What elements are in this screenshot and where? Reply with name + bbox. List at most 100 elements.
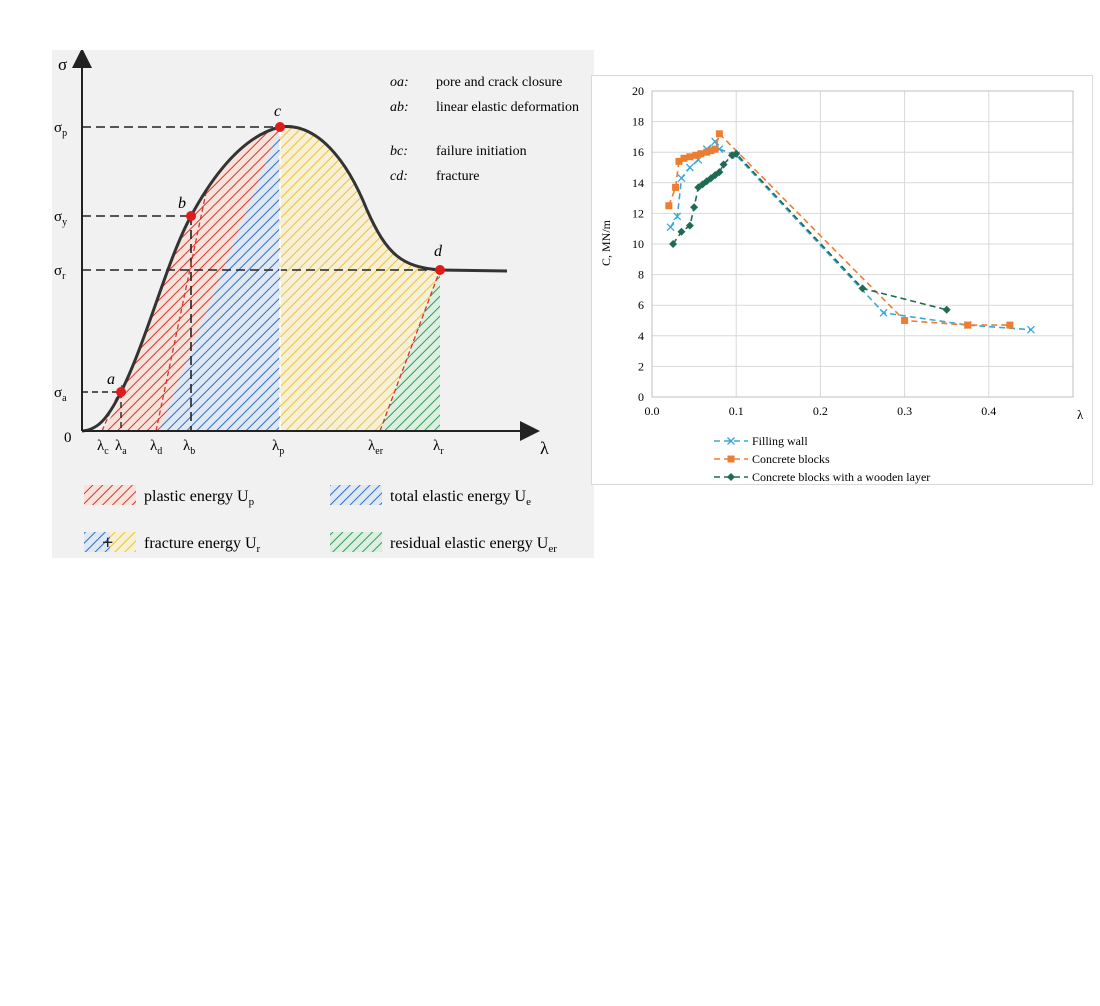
legend-label-elastic: total elastic energy Ue (390, 488, 531, 508)
x-tick-lambda-p: λp (272, 438, 284, 457)
data-point (1006, 321, 1014, 329)
y-tick-label: 4 (638, 329, 644, 343)
y-tick-label: 12 (632, 206, 644, 220)
data-point (879, 308, 888, 317)
stress-strain-energy-diagram: a b c d σ λ 0 σp σy σr σa λc λa λd λb λp… (52, 50, 594, 558)
origin-label: 0 (64, 430, 72, 446)
point-d-label: d (434, 243, 443, 260)
data-point (1026, 325, 1035, 334)
data-point (942, 305, 951, 314)
data-point (669, 240, 678, 248)
y-axis-title: C, MN/m (599, 219, 613, 266)
legend-swatch-fracture-blue (84, 532, 110, 552)
point-c-label: c (274, 103, 281, 120)
axis-layer: 0 2 4 6 8 10 12 14 16 18 20 0.0 0.1 0.2 0.3 0.4 (632, 84, 1074, 418)
stage-note-key-cd: cd: (390, 169, 408, 184)
x-tick-lambda-a: λa (115, 438, 127, 457)
point-a-label: a (107, 371, 115, 388)
data-point (719, 160, 728, 169)
x-tick-label: 0.1 (729, 404, 744, 418)
y-tick-sigma-y: σy (54, 209, 67, 228)
data-point (901, 317, 909, 324)
y-tick-label: 20 (632, 84, 644, 98)
stiffness-line-chart: 0 2 4 6 8 10 12 14 16 18 20 0.0 0.1 0.2 0.3 0.4 C, MN/m… (591, 75, 1093, 485)
y-tick-label: 10 (632, 237, 644, 251)
stage-note-text-ab: linear elastic deformation (436, 100, 579, 115)
legend-layer: Filling wall Concrete blocks Concrete bloc… (714, 434, 930, 484)
stiffness-chart-svg: 0 2 4 6 8 10 12 14 16 18 20 0.0 0.1 0.2 0.3 0.4 C, MN/m… (599, 84, 1084, 484)
data-point (675, 157, 683, 165)
x-tick-lambda-c: λc (97, 438, 109, 457)
data-point (711, 145, 719, 153)
x-axis-symbol: λ (540, 438, 549, 458)
x-tick-label: 0.0 (645, 404, 660, 418)
data-point (711, 171, 720, 180)
data-point (692, 151, 700, 159)
stage-note-text-cd: fracture (436, 169, 480, 184)
legend-swatch-elastic (330, 485, 382, 505)
legend-label-1: Concrete blocks (752, 452, 830, 466)
data-point (666, 223, 675, 232)
y-tick-label: 6 (638, 298, 644, 312)
y-tick-sigma-r: σr (54, 263, 66, 282)
legend-swatch-fracture-yellow (110, 532, 136, 552)
unload-line-d (379, 269, 441, 432)
legend-marker-2 (727, 473, 735, 481)
series-line-1 (668, 132, 1010, 326)
legend-swatch-plastic (84, 485, 136, 505)
data-point (680, 154, 688, 162)
stage-note-key-bc: bc: (390, 144, 408, 159)
data-point (858, 284, 867, 293)
data-point (677, 174, 686, 183)
point-b-marker (186, 211, 196, 221)
legend-swatch-residual (330, 532, 382, 552)
x-tick-label: 0.2 (813, 404, 828, 418)
series-line-0 (669, 140, 1031, 331)
point-b-label: b (178, 195, 186, 212)
legend-plus-icon: + (102, 532, 113, 554)
data-point (698, 180, 707, 189)
data-point (707, 147, 715, 155)
data-point (685, 163, 694, 172)
y-tick-label: 8 (638, 268, 644, 282)
x-tick-lambda-er: λer (368, 438, 384, 457)
energy-diagram-svg: a b c d σ λ 0 σp σy σr σa λc λa λd λb λp… (54, 50, 579, 555)
x-tick-label: 0.4 (981, 404, 996, 418)
data-point (677, 227, 686, 236)
grid-layer (651, 90, 1074, 398)
y-tick-sigma-a: σa (54, 385, 67, 404)
x-tick-lambda-d: λd (150, 438, 162, 457)
data-point (685, 221, 694, 230)
point-a-marker (116, 387, 126, 397)
y-tick-label: 14 (632, 176, 644, 190)
legend-label-plastic: plastic energy Up (144, 488, 255, 508)
data-point (703, 148, 711, 156)
stage-note-text-oa: pore and crack closure (436, 75, 562, 90)
series-layer (665, 130, 1035, 334)
data-point (672, 183, 680, 191)
legend-label-fracture: fracture energy Ur (144, 535, 261, 555)
stage-note-key-ab: ab: (390, 100, 409, 115)
x-tick-label: 0.3 (897, 404, 912, 418)
plot-area-border (651, 90, 1074, 398)
data-point (964, 321, 972, 329)
point-d-marker (435, 265, 445, 275)
data-point (697, 150, 705, 158)
data-point (665, 202, 673, 210)
y-tick-label: 16 (632, 145, 644, 159)
y-tick-sigma-p: σp (54, 120, 67, 139)
fracture-energy-region (280, 126, 440, 431)
legend-label-0: Filling wall (752, 434, 808, 448)
y-tick-label: 2 (638, 359, 644, 373)
stage-note-text-bc: failure initiation (436, 144, 527, 159)
data-point (690, 203, 699, 212)
point-c-marker (275, 122, 285, 132)
x-axis-title: λ (1077, 407, 1084, 422)
x-tick-lambda-r: λr (433, 438, 444, 457)
elastic-energy-region (159, 127, 280, 431)
plastic-energy-region (102, 127, 280, 431)
data-point (686, 153, 694, 161)
legend-marker-0 (727, 437, 735, 445)
data-point (715, 168, 724, 177)
legend-label-2: Concrete blocks with a wooden layer (752, 470, 930, 484)
